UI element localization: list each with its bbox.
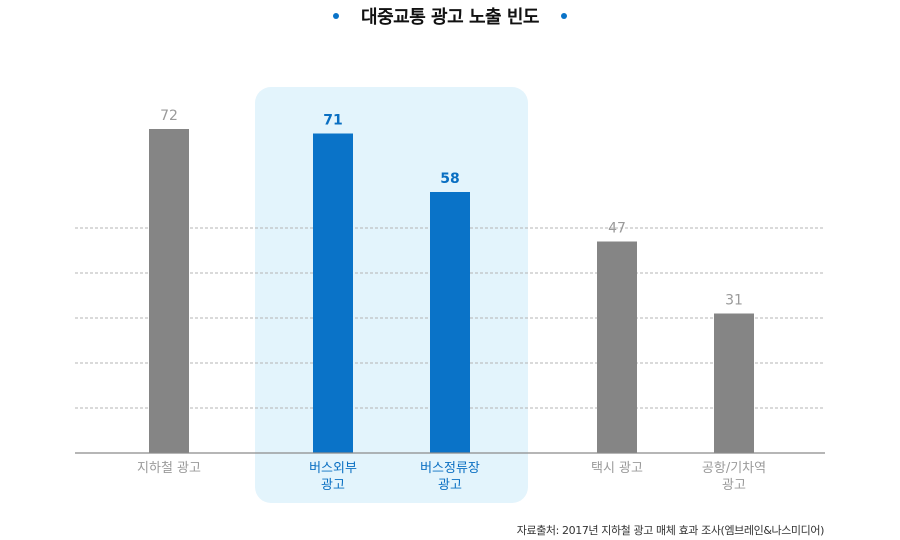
data-label: 71 xyxy=(323,113,342,129)
title-bullet-right-icon xyxy=(560,13,567,19)
data-label: 31 xyxy=(725,293,743,309)
x-tick-label: 택시 광고 xyxy=(591,461,643,476)
data-label: 72 xyxy=(160,108,178,124)
bar xyxy=(597,241,637,453)
bar xyxy=(430,192,470,453)
source-note: 자료출처: 2017년 지하철 광고 매체 효과 조사(엠브레인&나스미디어) xyxy=(516,524,825,537)
chart-title: 대중교통 광고 노출 빈도 xyxy=(361,7,539,28)
x-tick-label: 공항/기차역 xyxy=(702,461,766,476)
x-tick-label: 버스정류장 xyxy=(420,461,480,476)
x-tick-label: 버스외부 xyxy=(309,461,357,476)
chart-title-bar: 대중교통 광고 노출 빈도 xyxy=(0,0,900,32)
bar xyxy=(313,133,353,453)
x-tick-label: 지하철 광고 xyxy=(137,461,201,476)
title-bullet-left-icon xyxy=(333,13,340,19)
data-label: 47 xyxy=(608,221,626,237)
data-label: 58 xyxy=(440,171,459,187)
bar xyxy=(149,129,189,453)
x-tick-label: 광고 xyxy=(321,478,345,493)
bar xyxy=(714,313,754,453)
x-tick-label: 광고 xyxy=(438,478,462,493)
highlight-panel xyxy=(255,87,528,503)
x-tick-label: 광고 xyxy=(722,478,746,493)
